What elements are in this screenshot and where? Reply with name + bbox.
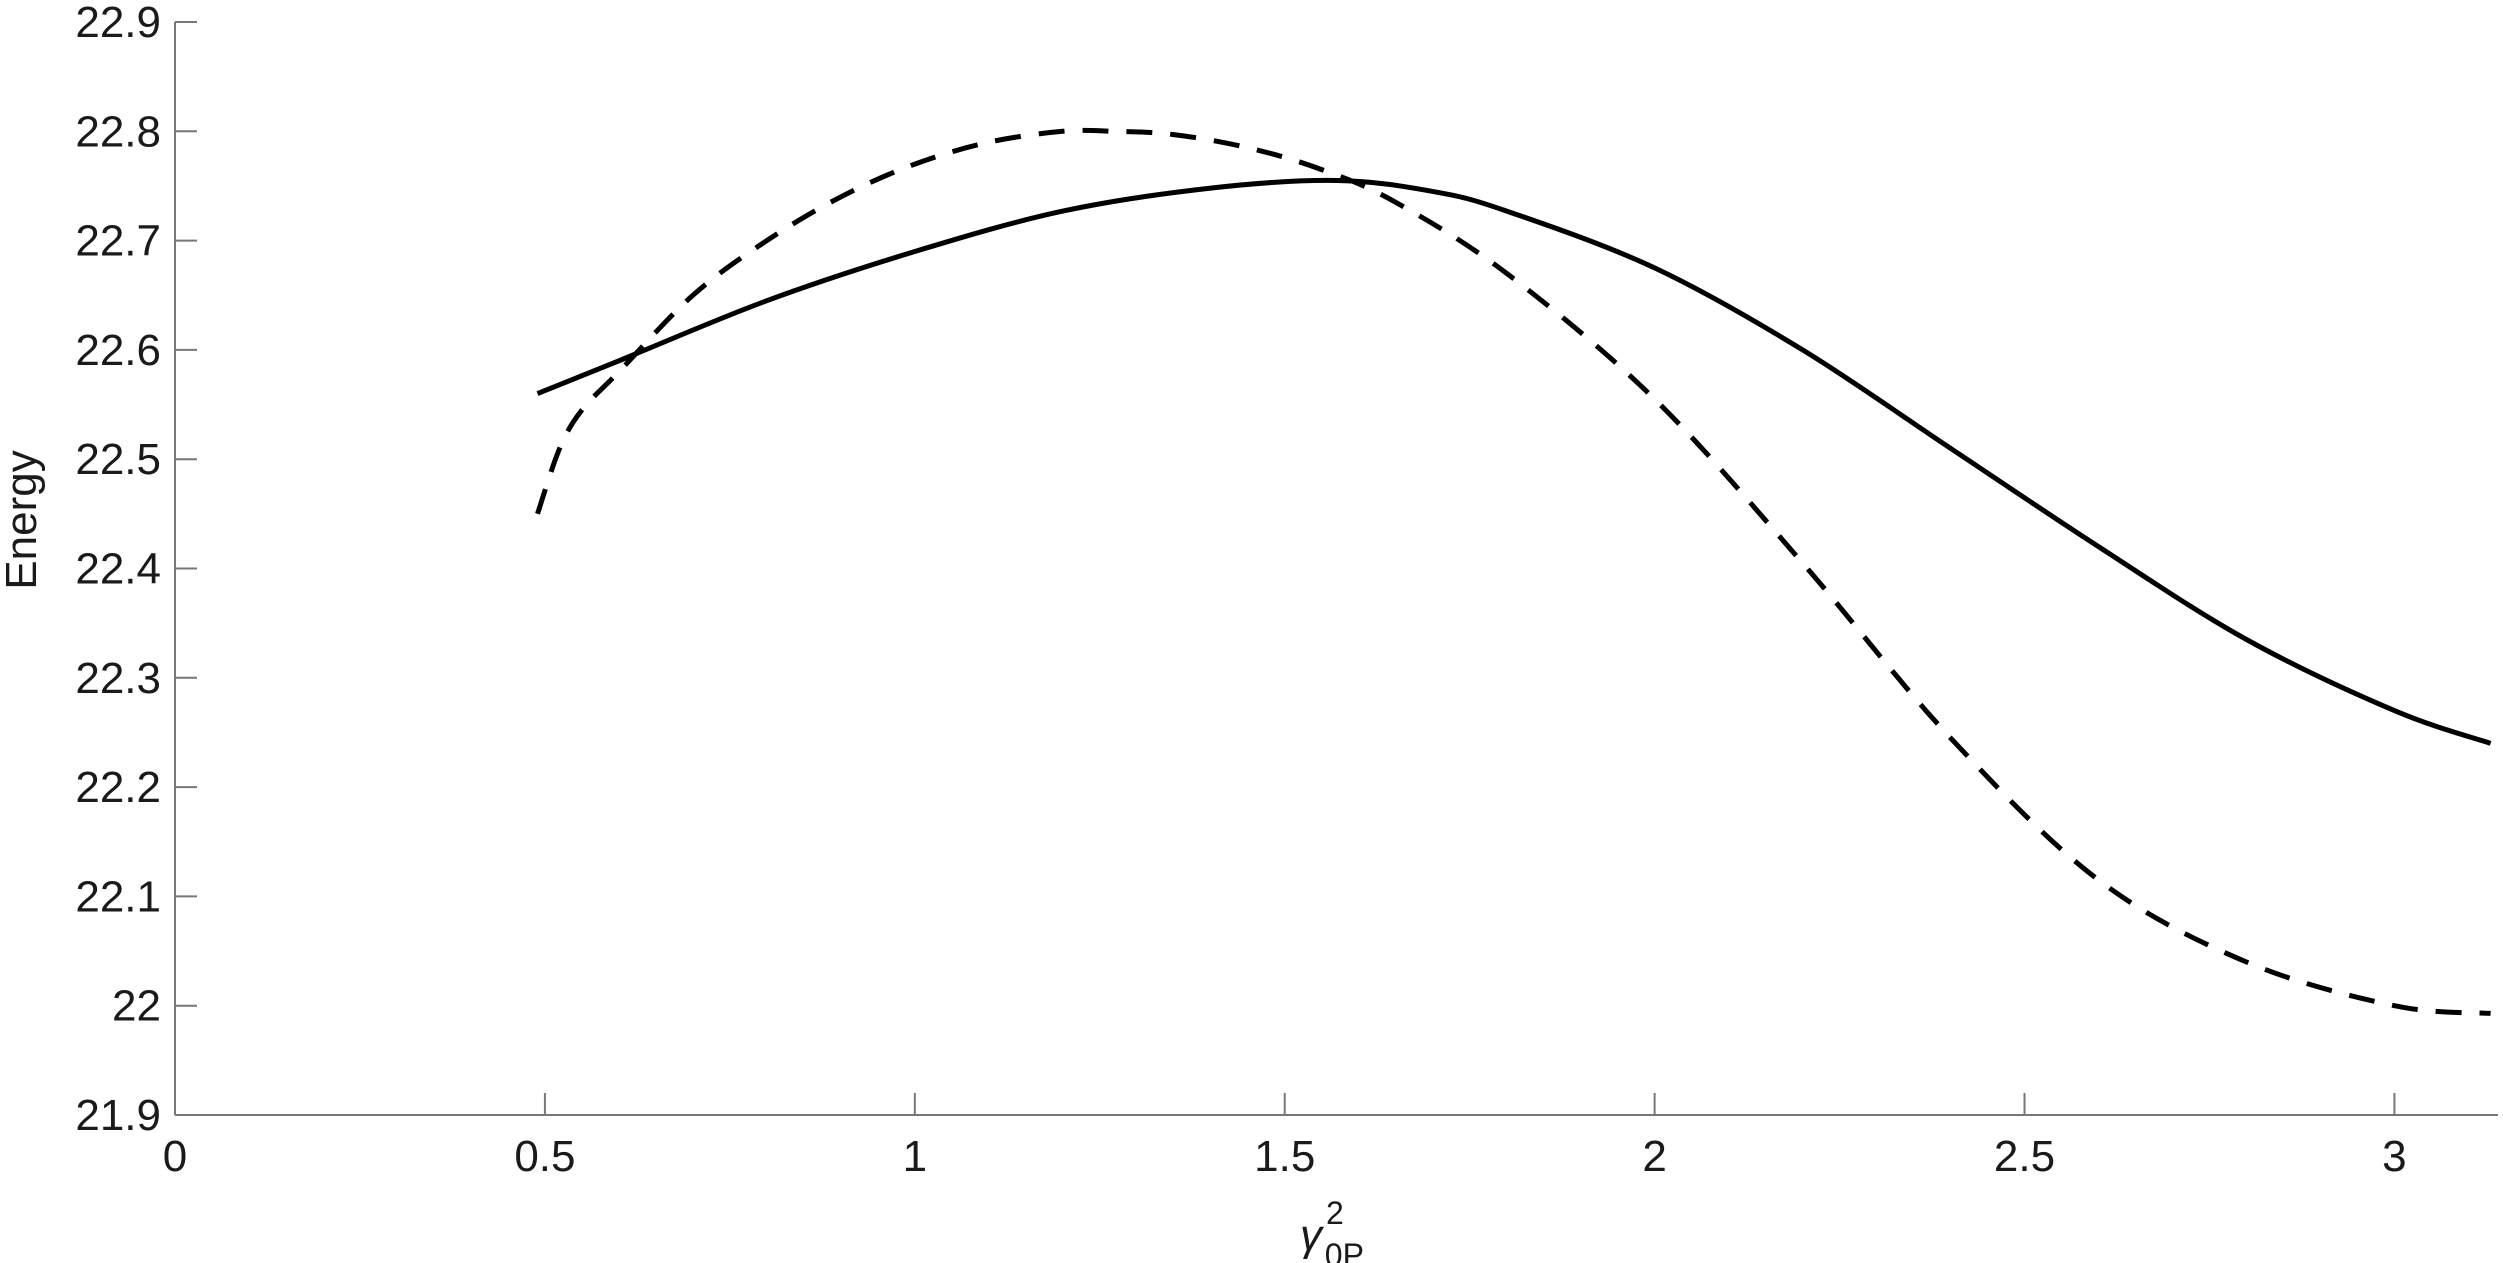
x-axis-title-subscript: 0P [1325,1237,1364,1263]
x-axis-title: γ 2 0P [1300,1195,1364,1263]
y-tick-label: 22.5 [75,435,161,484]
y-tick-label: 22.3 [75,654,161,703]
axes [174,22,2498,1116]
y-ticks: 21.9 22 22.1 22.2 22.3 22.4 22.5 22.6 22.7 22.8 22… [75,0,197,1140]
x-tick-label: 2 [1642,1132,1666,1181]
y-tick-label: 22.2 [75,763,161,812]
y-tick-label: 22.8 [75,107,161,156]
x-tick-label: 1 [903,1132,927,1181]
y-tick-label: 22.6 [75,326,161,375]
solid-series-line [536,177,2492,746]
y-tick-label: 22.7 [75,217,161,266]
x-tick-label: 3 [2382,1132,2406,1181]
x-axis-title-base: γ [1300,1211,1325,1260]
series-layer [535,127,2492,1016]
y-tick-label: 22.9 [75,0,161,47]
y-tick-label: 22 [112,982,161,1031]
x-tick-label: 2.5 [1994,1132,2055,1181]
x-tick-label: 0 [163,1132,187,1181]
x-tick-label: 1.5 [1254,1132,1315,1181]
dashed-series-line [535,127,2491,1016]
x-tick-label: 0.5 [514,1132,575,1181]
y-tick-label: 21.9 [75,1091,161,1140]
y-tick-label: 22.4 [75,545,161,594]
y-axis-title: Energy [0,450,46,589]
x-axis-title-superscript: 2 [1326,1195,1344,1231]
y-tick-label: 22.1 [75,872,161,921]
x-ticks: 0 0.5 1 1.5 2 2.5 3 [163,1093,2407,1181]
